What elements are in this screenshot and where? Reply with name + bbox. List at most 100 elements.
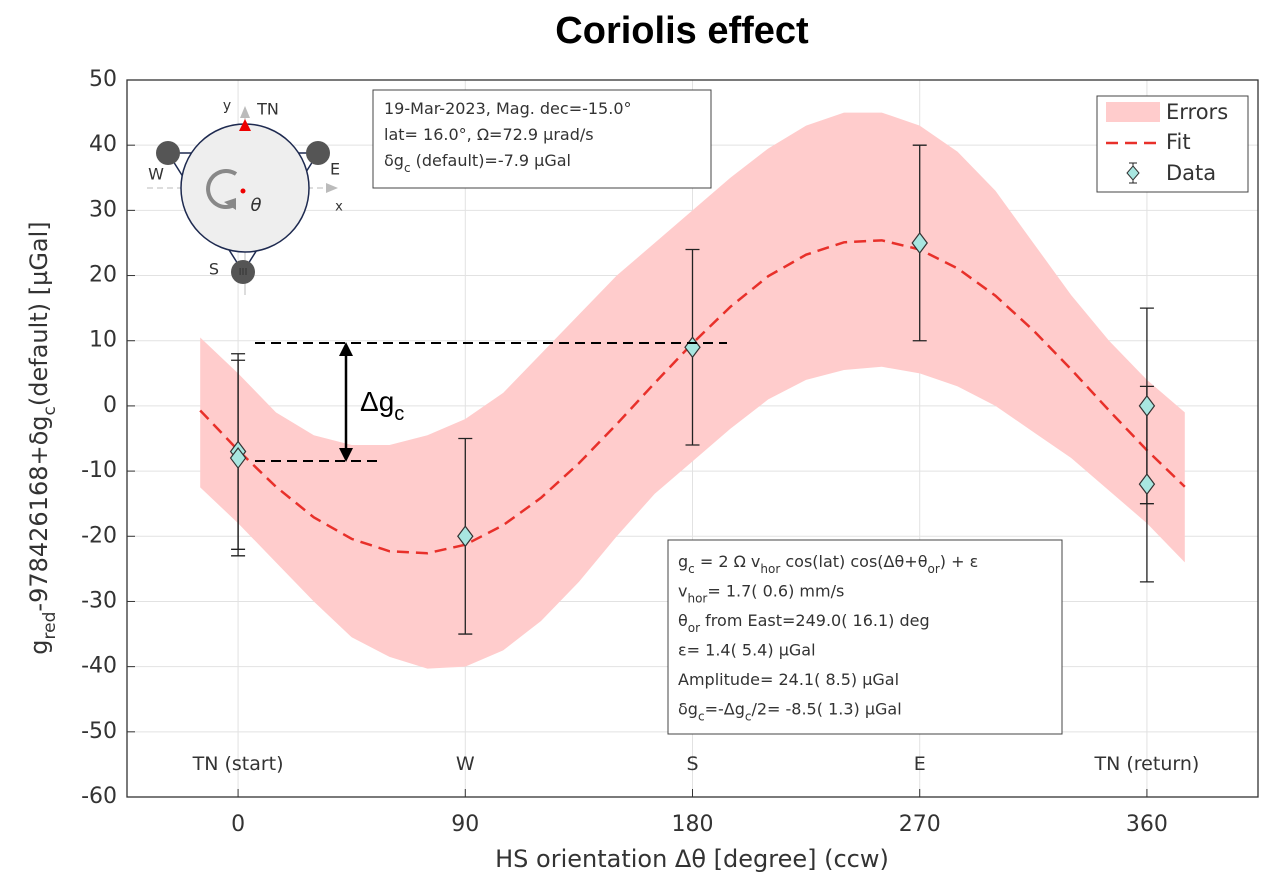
y-tick-label: -60 [81,784,117,809]
subscript: c [40,406,60,415]
text-run: Amplitude= 24.1( 8.5) µGal [678,670,899,689]
data-point [229,447,247,470]
subscript: red [40,612,60,640]
inset-x-arrow [326,183,338,193]
inset-circle [180,123,310,253]
plot [199,112,1186,669]
subscript: c [698,709,705,723]
fit-line-text: δgc=-Δgc/2= -8.5( 1.3) µGal [678,699,902,723]
inset-label: E [330,160,340,179]
text-run: ) + ε [940,552,978,571]
info-line: 19-Mar-2023, Mag. dec=-15.0° [384,99,632,118]
info-line: δgc (default)=-7.9 µGal [384,151,571,175]
category-label: TN (return) [1094,753,1200,775]
y-tick-label: 0 [103,393,117,418]
subscript: c [404,161,411,175]
subscript: c [688,562,695,576]
x-tick-label: 0 [231,812,245,837]
text-run: 19-Mar-2023, Mag. dec=-15.0° [384,99,632,118]
subscript: or [927,562,939,576]
text-run: (default)=-7.9 µGal [411,151,571,170]
inset-tn-marker [239,119,251,131]
x-axis-label: HS orientation Δθ [degree] (ccw) [495,845,889,873]
subscript: hor [760,562,780,576]
x-tick-label: 360 [1126,812,1168,837]
y-tick-label: -50 [81,719,117,744]
inset-foot-w [156,141,180,165]
text-run: -978426168+δg [25,415,53,611]
legend-label: Fit [1166,130,1191,154]
info-line: lat= 16.0°, Ω=72.9 µrad/s [384,125,594,144]
y-tick-label: -30 [81,588,117,613]
text-run: θ [678,611,688,630]
inset-label: θ [250,195,261,216]
annotations: Errors Fit Data 19-Mar-2023, Mag. dec=-15.0… [255,89,1249,735]
y-tick-label: -40 [81,654,117,679]
y-tick-label: 50 [89,67,117,92]
text-run: lat= 16.0°, Ω=72.9 µrad/s [384,125,594,144]
info-box [372,89,712,189]
inset-rotation-arrow [224,198,236,210]
category-label: E [914,753,926,775]
fit-line-text: vhor= 1.7( 0.6) mm/s [678,581,844,605]
fit-line-text: Amplitude= 24.1( 8.5) µGal [678,670,899,689]
subscript: c [745,709,752,723]
legend-label: Errors [1166,100,1228,124]
inset-label: III [239,267,248,278]
subscript: or [688,621,700,635]
subscript: hor [687,591,707,605]
y-tick-label: -20 [81,523,117,548]
x-tick-label: 180 [672,812,714,837]
legend-swatch [1126,165,1140,181]
fit-line-text: gc = 2 Ω vhor cos(lat) cos(Δθ+θor) + ε [678,552,978,576]
inset-label: y [223,98,231,114]
y-tick-label: 30 [89,197,117,222]
fit-line-text: ε= 1.4( 5.4) µGal [678,640,816,659]
y-tick-label: -10 [81,458,117,483]
inset-label: S [209,260,219,279]
chart-title: Coriolis effect [555,10,809,52]
fit-box [667,539,1063,735]
text-run: /2= -8.5( 1.3) µGal [751,699,901,718]
y-tick-label: 10 [89,328,117,353]
inset-label: x [335,200,343,215]
category-label: S [686,753,698,775]
legend-swatch [1106,102,1160,122]
fit-line-text: θor from East=249.0( 16.1) deg [678,611,930,635]
text-run: Δg [360,386,394,417]
text-run: = 2 Ω v [695,552,761,571]
inset-rotation [206,169,238,209]
text-run: cos(lat) cos(Δθ+θ [780,552,927,571]
y-tick-label: 40 [89,132,117,157]
y-axis-label: gred-978426168+δgc(default) [µGal] [25,221,60,654]
text-run: (default) [µGal] [25,221,53,406]
subscript: c [394,403,404,425]
fit-line [199,239,1186,555]
x-tick-label: 90 [451,812,479,837]
delta-label: Δgc [360,386,404,425]
data-point [1138,473,1156,496]
data-point [911,231,928,254]
data-point [457,525,474,548]
inset-foot-e [306,141,330,165]
category-label: W [456,753,475,775]
delta-arrowheads [339,342,353,462]
text-run: from East=249.0( 16.1) deg [700,611,930,630]
text-run: g [25,639,53,654]
inset-label: W [148,165,164,184]
inset-foot-s [231,260,255,284]
text-run: δg [384,151,404,170]
category-label: TN (start) [192,753,284,775]
legend-label: Data [1166,161,1216,185]
data-point [1138,394,1156,417]
x-tick-label: 270 [899,812,941,837]
text-run: g [678,552,688,571]
text-run: ε= 1.4( 5.4) µGal [678,640,816,659]
inset-label: TN [256,100,279,119]
text-run: = 1.7( 0.6) mm/s [707,581,844,600]
inset-center [240,188,246,194]
text-run: =-Δg [705,699,745,718]
y-tick-label: 20 [89,263,117,288]
text-run: v [678,581,687,600]
